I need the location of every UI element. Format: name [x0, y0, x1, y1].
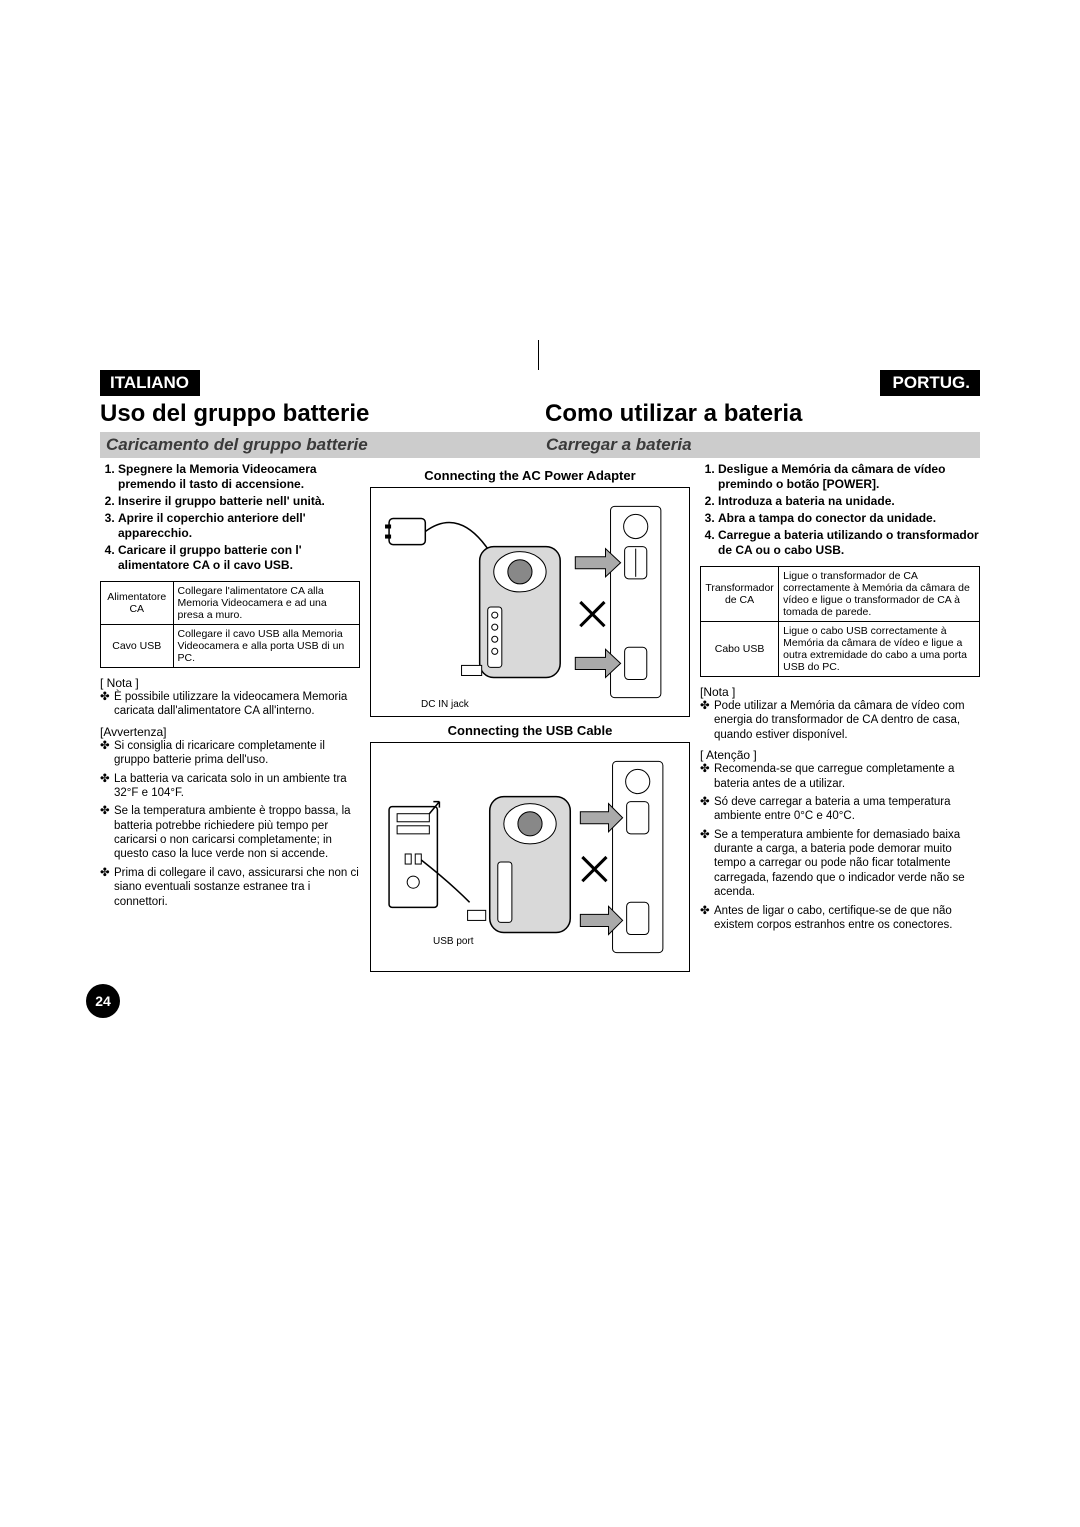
ac-adapter-svg	[379, 496, 681, 708]
subtitle-it: Caricamento del gruppo batterie	[100, 432, 540, 458]
it-note-list: È possibile utilizzare la videocamera Me…	[100, 690, 360, 719]
it-note-heading: [ Nota ]	[100, 676, 360, 690]
table-cell: Ligue o transformador de CA correctament…	[779, 567, 980, 622]
table-row: Cavo USB Collegare il cavo USB alla Memo…	[101, 625, 360, 668]
language-bar: ITALIANO PORTUG.	[100, 370, 980, 396]
it-warn-list: Si consiglia di ricaricare completamente…	[100, 739, 360, 909]
list-item: Prima di collegare il cavo, assicurarsi …	[114, 866, 360, 909]
pt-warn-list: Recomenda-se que carregue completamente …	[700, 762, 980, 932]
it-warn-heading: [Avvertenza]	[100, 725, 360, 739]
list-item: Si consiglia di ricaricare completamente…	[114, 739, 360, 768]
list-item: Se la temperatura ambiente è troppo bass…	[114, 804, 360, 862]
table-cell: Cabo USB	[701, 622, 779, 677]
table-cell: Collegare l'alimentatore CA alla Memoria…	[173, 582, 359, 625]
it-table: Alimentatore CA Collegare l'alimentatore…	[100, 581, 360, 668]
pt-note-list: Pode utilizar a Memória da câmara de víd…	[700, 699, 980, 742]
pt-step: Abra a tampa do conector da unidade.	[718, 511, 980, 526]
pt-step: Desligue a Memória da câmara de vídeo pr…	[718, 462, 980, 492]
table-cell: Ligue o cabo USB correctamente à Memória…	[779, 622, 980, 677]
pt-note-heading: [Nota ]	[700, 685, 980, 699]
table-row: Alimentatore CA Collegare l'alimentatore…	[101, 582, 360, 625]
manual-page: ITALIANO PORTUG. Uso del gruppo batterie…	[100, 370, 980, 972]
figure-title-1: Connecting the AC Power Adapter	[360, 468, 700, 483]
title-it: Uso del gruppo batterie	[100, 400, 535, 428]
subtitle-pt: Carregar a bateria	[540, 432, 980, 458]
pt-warn-heading: [ Atenção ]	[700, 748, 980, 762]
list-item: Recomenda-se que carregue completamente …	[714, 762, 980, 791]
it-steps: Spegnere la Memoria Videocamera premendo…	[100, 462, 360, 573]
pt-step: Carregue a bateria utilizando o transfor…	[718, 528, 980, 558]
pt-step: Introduza a bateria na unidade.	[718, 494, 980, 509]
list-item: È possibile utilizzare la videocamera Me…	[114, 690, 360, 719]
table-cell: Transformador de CA	[701, 567, 779, 622]
figure-caption-dcin: DC IN jack	[421, 699, 469, 710]
lang-pt-label: PORTUG.	[880, 370, 980, 396]
table-row: Cabo USB Ligue o cabo USB correctamente …	[701, 622, 980, 677]
column-figures: Connecting the AC Power Adapter	[360, 462, 700, 972]
title-pt: Como utilizar a bateria	[535, 400, 980, 428]
it-step: Inserire il gruppo batterie nell' unità.	[118, 494, 360, 509]
page-number-badge: 24	[86, 984, 120, 1018]
usb-cable-svg	[379, 751, 681, 963]
it-step: Spegnere la Memoria Videocamera premendo…	[118, 462, 360, 492]
table-cell: Cavo USB	[101, 625, 174, 668]
figure-ac-adapter: DC IN jack	[370, 487, 690, 717]
list-item: Só deve carregar a bateria a uma tempera…	[714, 795, 980, 824]
it-step: Caricare il gruppo batterie con l' alime…	[118, 543, 360, 573]
table-cell: Collegare il cavo USB alla Memoria Video…	[173, 625, 359, 668]
subtitle-row: Caricamento del gruppo batterie Carregar…	[100, 432, 980, 458]
list-item: Pode utilizar a Memória da câmara de víd…	[714, 699, 980, 742]
column-italian: Spegnere la Memoria Videocamera premendo…	[100, 462, 360, 972]
lang-spacer	[200, 370, 880, 396]
table-row: Transformador de CA Ligue o transformado…	[701, 567, 980, 622]
column-portuguese: Desligue a Memória da câmara de vídeo pr…	[700, 462, 980, 972]
list-item: Se a temperatura ambiente for demasiado …	[714, 828, 980, 900]
pt-steps: Desligue a Memória da câmara de vídeo pr…	[700, 462, 980, 558]
lang-it-label: ITALIANO	[100, 370, 200, 396]
figure-usb-cable: USB port	[370, 742, 690, 972]
figure-title-2: Connecting the USB Cable	[360, 723, 700, 738]
table-cell: Alimentatore CA	[101, 582, 174, 625]
pt-table: Transformador de CA Ligue o transformado…	[700, 566, 980, 677]
figure-caption-usb: USB port	[433, 936, 474, 947]
it-step: Aprire il coperchio anteriore dell' appa…	[118, 511, 360, 541]
list-item: Antes de ligar o cabo, certifique-se de …	[714, 904, 980, 933]
content-row: Spegnere la Memoria Videocamera premendo…	[100, 462, 980, 972]
list-item: La batteria va caricata solo in un ambie…	[114, 772, 360, 801]
title-row: Uso del gruppo batterie Como utilizar a …	[100, 400, 980, 428]
top-separator	[538, 340, 539, 370]
